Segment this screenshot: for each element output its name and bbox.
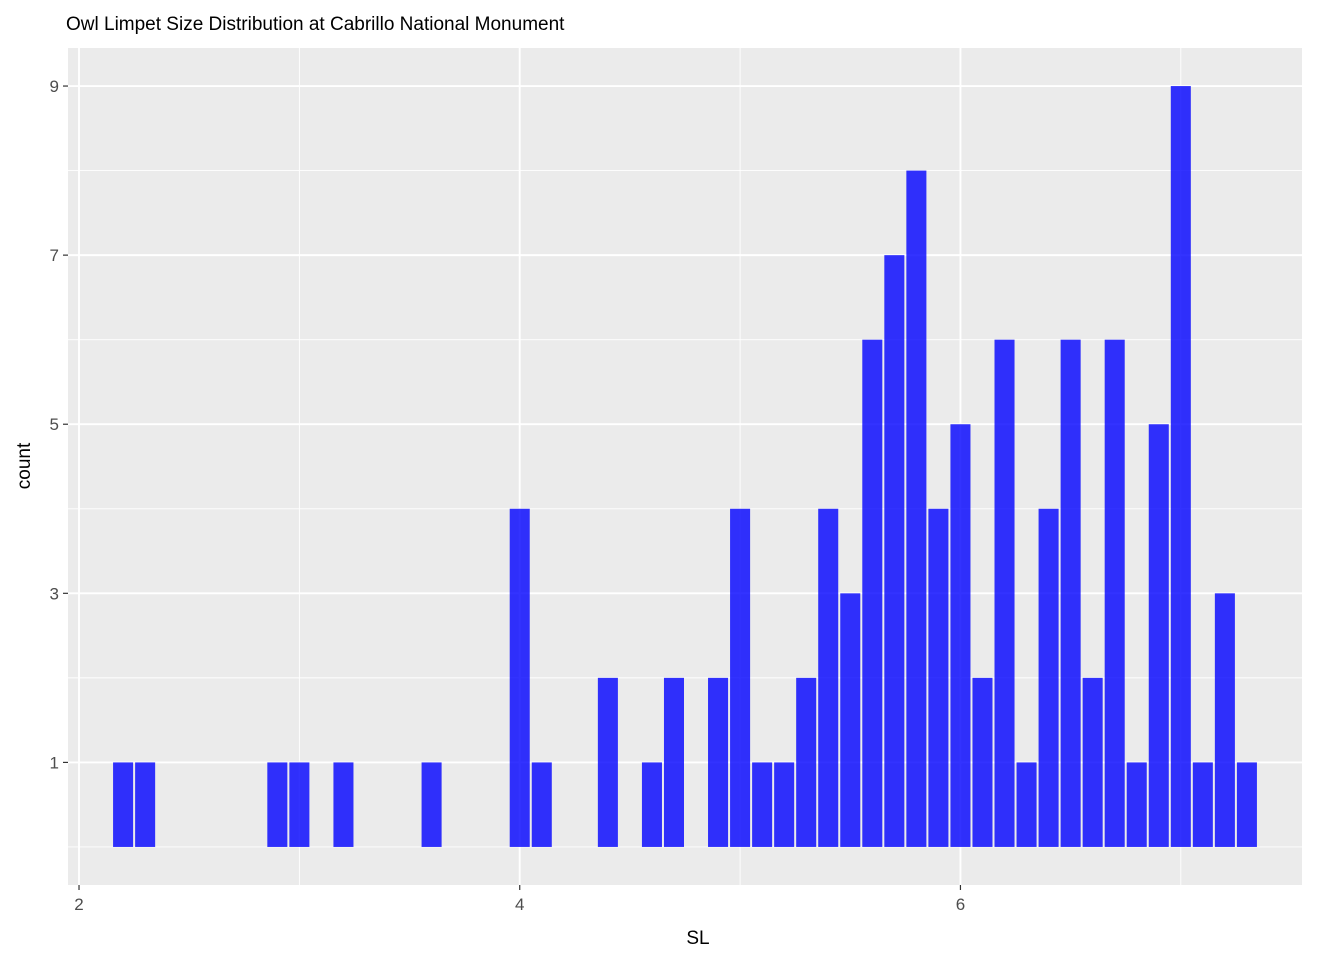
histogram-bar	[1170, 86, 1191, 847]
histogram-bar	[421, 762, 442, 847]
x-tick-label: 4	[515, 895, 524, 914]
histogram-bar	[509, 508, 530, 847]
histogram-bar	[862, 339, 883, 847]
histogram-bar	[135, 762, 156, 847]
y-axis-title: count	[14, 442, 35, 489]
y-tick-label: 9	[50, 77, 59, 96]
x-tick-label: 6	[956, 895, 965, 914]
histogram-bar	[641, 762, 662, 847]
histogram-bar	[531, 762, 552, 847]
histogram-bar	[796, 677, 817, 847]
x-axis-title: SL	[686, 928, 709, 949]
histogram-bar	[597, 677, 618, 847]
histogram-bar	[752, 762, 773, 847]
histogram-bar	[1038, 508, 1059, 847]
x-axis: 2 4 6	[74, 885, 965, 914]
x-tick-label: 2	[74, 895, 83, 914]
histogram-bar	[884, 255, 905, 847]
histogram-bar	[267, 762, 288, 847]
histogram-bar	[840, 593, 861, 847]
histogram-bar	[1016, 762, 1037, 847]
chart-title: Owl Limpet Size Distribution at Cabrillo…	[66, 14, 565, 35]
y-tick-label: 1	[50, 753, 59, 772]
histogram-bar	[289, 762, 310, 847]
histogram-bar	[1236, 762, 1257, 847]
histogram-bar	[972, 677, 993, 847]
histogram-bar	[1126, 762, 1147, 847]
histogram-bar	[708, 677, 729, 847]
y-tick-label: 5	[50, 415, 59, 434]
y-tick-label: 7	[50, 246, 59, 265]
histogram-bar	[906, 170, 927, 847]
histogram-bar	[1214, 593, 1235, 847]
histogram-bar	[1082, 677, 1103, 847]
histogram-bar	[1060, 339, 1081, 847]
histogram-bar	[730, 508, 751, 847]
y-tick-label: 3	[50, 584, 59, 603]
histogram-bar	[113, 762, 134, 847]
histogram-bar	[994, 339, 1015, 847]
histogram-bar	[818, 508, 839, 847]
histogram-bar	[950, 424, 971, 847]
histogram-bar	[1104, 339, 1125, 847]
histogram-bar	[333, 762, 354, 847]
histogram-bar	[1148, 424, 1169, 847]
y-axis: 1 3 5 7 9	[50, 77, 68, 772]
histogram-bar	[928, 508, 949, 847]
histogram-bars	[113, 86, 1257, 847]
histogram-bar	[663, 677, 684, 847]
histogram-bar	[774, 762, 795, 847]
histogram-bar	[1192, 762, 1213, 847]
